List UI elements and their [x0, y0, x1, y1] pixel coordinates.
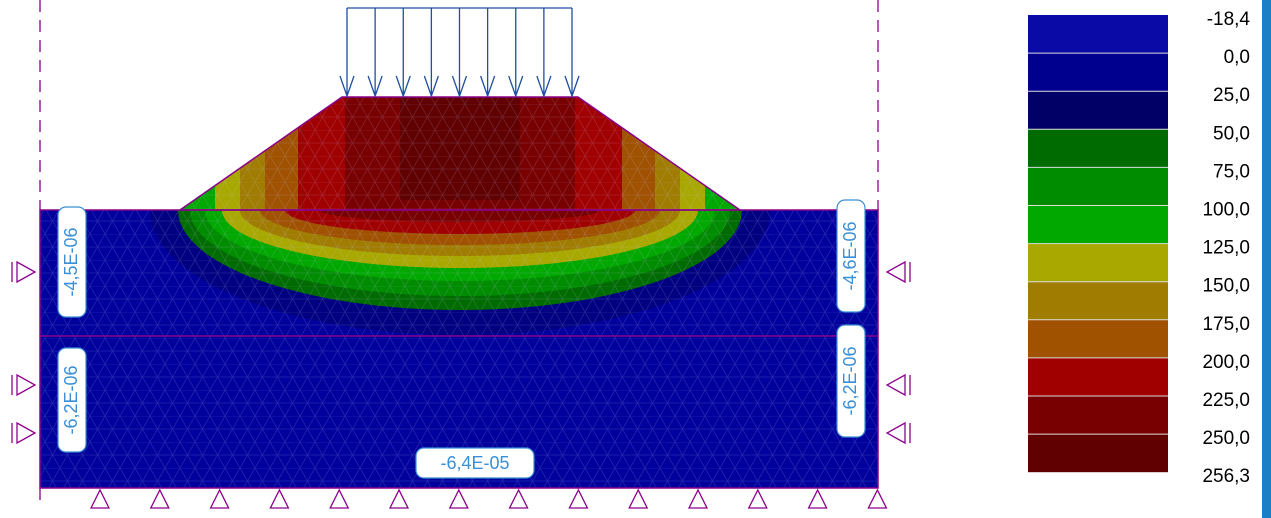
support: [628, 488, 649, 509]
support: [388, 488, 410, 509]
load-arrow: [423, 8, 439, 98]
load-arrow: [367, 8, 383, 98]
legend-label: 256,3: [1202, 466, 1250, 487]
support: [448, 488, 469, 509]
support: [11, 260, 37, 284]
annotation: -4,6E-06: [840, 221, 860, 290]
legend-label: 75,0: [1213, 161, 1250, 182]
legend-band: [1028, 396, 1168, 435]
annotations: -4,5E-06 -6,2E-06 -4,6E-06 -6,2E-06 -6,4…: [57, 199, 866, 479]
support: [149, 488, 170, 509]
support: [269, 488, 290, 509]
legend-label: 50,0: [1213, 123, 1250, 144]
support: [687, 488, 709, 509]
annotation: -6,4E-05: [440, 453, 509, 473]
support: [568, 488, 589, 509]
legend-label: 250,0: [1202, 428, 1250, 449]
legend-label: 25,0: [1213, 85, 1250, 106]
legend-label: 225,0: [1202, 390, 1250, 411]
legend-band: [1028, 205, 1168, 244]
load-arrow: [339, 8, 355, 98]
load-arrow: [451, 8, 468, 98]
load-arrow: [480, 8, 496, 98]
support: [209, 488, 230, 509]
load-arrow: [508, 8, 524, 98]
annotation: -6,2E-06: [61, 365, 81, 434]
support: [89, 488, 111, 509]
legend-label: 200,0: [1202, 352, 1250, 373]
load-arrow: [395, 8, 411, 98]
legend-band: [1028, 53, 1168, 92]
legend-band: [1028, 129, 1168, 168]
legend-band: [1028, 243, 1168, 282]
legend-band: [1028, 434, 1168, 473]
support: [747, 488, 768, 509]
support: [807, 488, 828, 509]
support: [508, 488, 529, 509]
legend: -18,4 0,0 25,0 50,0 75,0 100,0 125,0 150,0 175,0…: [1028, 9, 1250, 487]
support: [885, 421, 911, 445]
legend-band: [1028, 91, 1168, 130]
support: [885, 373, 911, 397]
legend-band: [1028, 281, 1168, 320]
legend-band: [1028, 15, 1168, 54]
scrollbar-edge: [1262, 0, 1271, 518]
annotation: -4,5E-06: [61, 227, 81, 296]
support: [11, 373, 37, 397]
legend-band: [1028, 167, 1168, 206]
legend-label: 150,0: [1202, 276, 1250, 297]
annotation: -6,2E-06: [840, 346, 860, 415]
legend-label: -18,4: [1207, 9, 1251, 30]
support: [867, 488, 888, 509]
load-arrow: [536, 8, 552, 98]
legend-label: 175,0: [1202, 314, 1250, 335]
legend-band: [1028, 357, 1168, 396]
legend-band: [1028, 319, 1168, 358]
legend-label: 125,0: [1202, 238, 1250, 259]
load-arrow: [564, 8, 580, 98]
support: [885, 260, 911, 284]
support: [329, 488, 350, 509]
legend-label: 0,0: [1224, 47, 1250, 68]
support: [11, 421, 37, 445]
model: [11, 0, 911, 509]
legend-label: 100,0: [1202, 200, 1250, 221]
